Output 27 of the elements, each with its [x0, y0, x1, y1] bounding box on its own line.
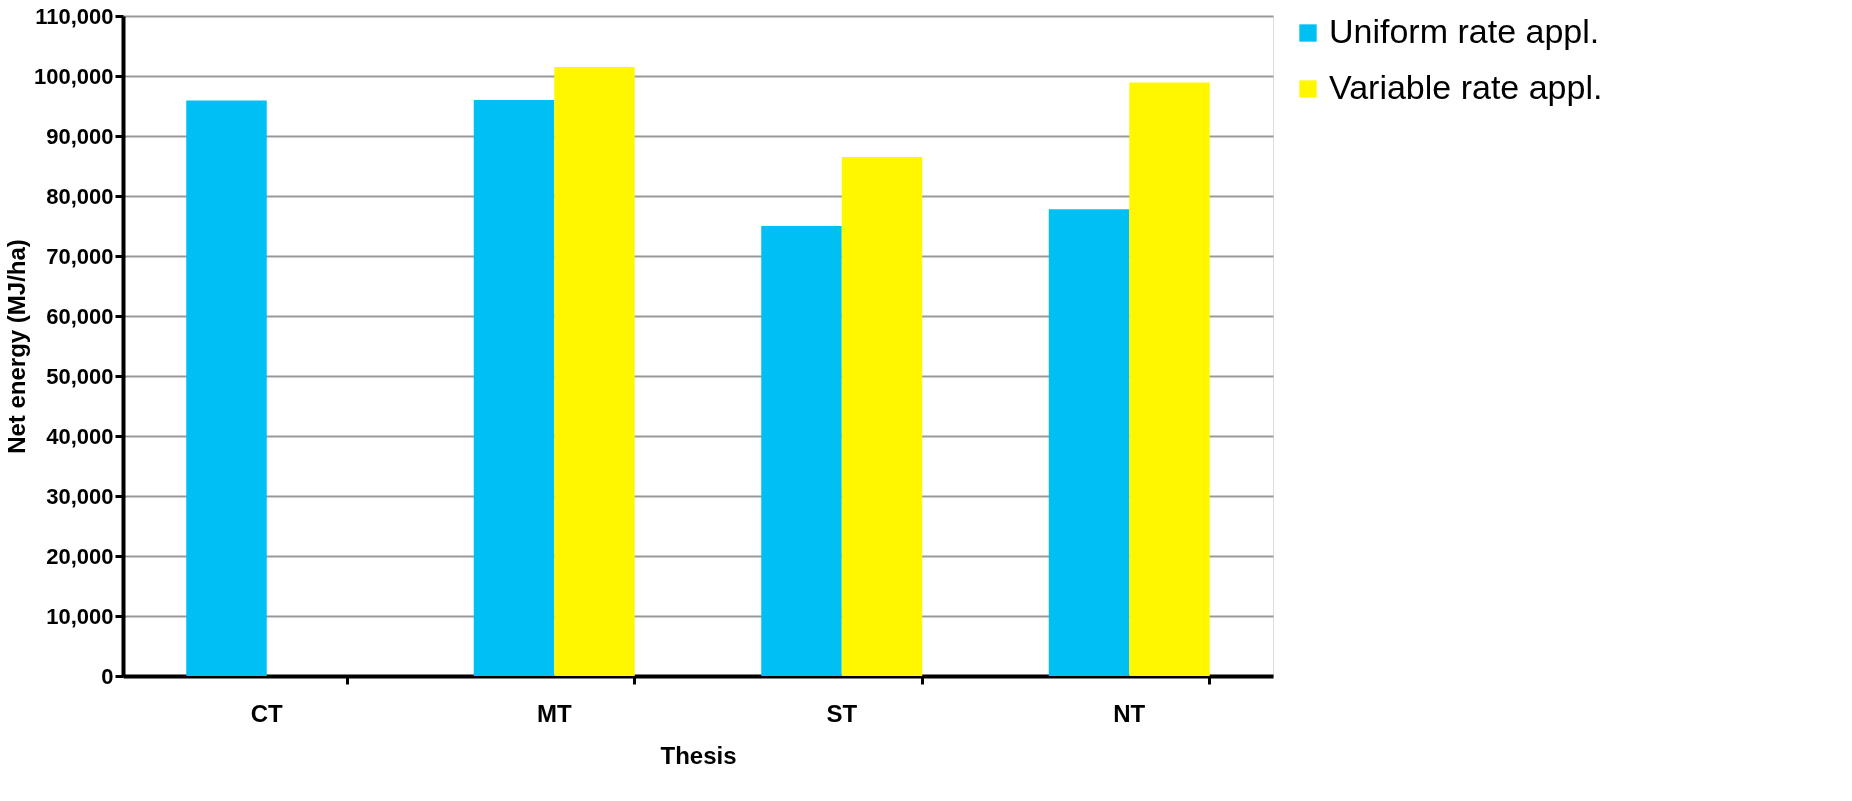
y-tick-label: 10,000 — [46, 603, 114, 629]
bar — [1048, 209, 1130, 676]
legend-label: Variable rate appl. — [1329, 68, 1603, 106]
y-tick-label: 20,000 — [46, 543, 114, 569]
y-tick-label: 60,000 — [46, 303, 114, 329]
bar — [1129, 82, 1210, 676]
x-tick-label: NT — [1113, 699, 1146, 727]
x-tick-label: MT — [536, 699, 572, 727]
x-tick-label: CT — [250, 699, 284, 727]
y-tick-label: 90,000 — [46, 123, 114, 149]
y-tick-label: 110,000 — [35, 3, 114, 29]
y-tick-label: 50,000 — [46, 363, 114, 389]
y-axis-title: Net energy (MJ/ha) — [2, 239, 30, 454]
x-axis-title: Thesis — [660, 741, 737, 769]
y-tick-label: 80,000 — [46, 183, 114, 209]
bar — [473, 100, 555, 676]
bar — [554, 67, 635, 676]
x-tick-label: ST — [826, 699, 858, 727]
bar — [841, 157, 923, 676]
legend-label: Uniform rate appl. — [1329, 12, 1600, 50]
y-tick-label: 30,000 — [46, 483, 114, 509]
y-tick-label: 0 — [101, 663, 114, 689]
bar — [186, 100, 267, 676]
y-tick-label: 100,000 — [33, 63, 114, 89]
bar — [761, 226, 842, 676]
y-tick-label: 40,000 — [46, 423, 114, 449]
y-tick-label: 70,000 — [46, 243, 114, 269]
